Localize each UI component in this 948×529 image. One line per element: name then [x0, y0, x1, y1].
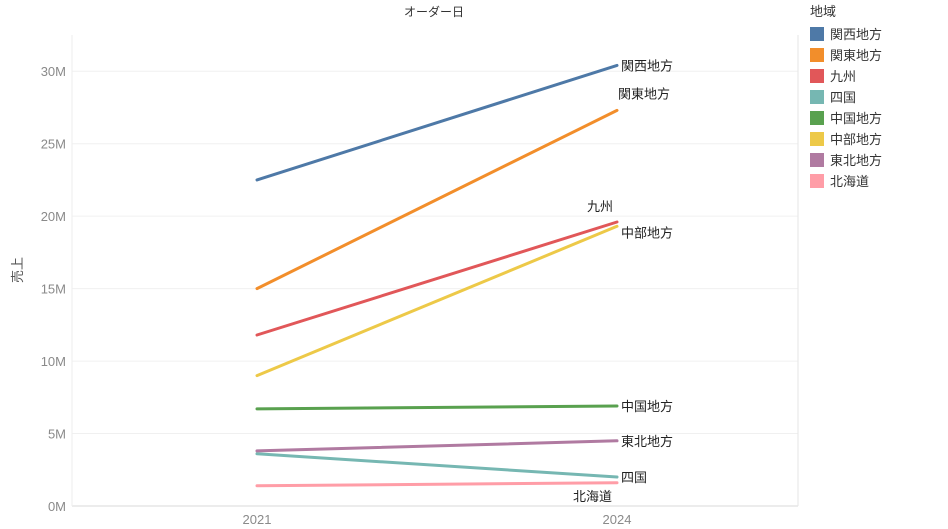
- series-end-label: 北海道: [573, 490, 612, 505]
- column-header-title: オーダー日: [404, 4, 464, 19]
- series-line: [255, 404, 619, 411]
- legend: 地域 関西地方関東地方九州四国中国地方中部地方東北地方北海道: [810, 3, 944, 191]
- legend-label: 関東地方: [830, 49, 883, 64]
- legend-swatch: [810, 47, 824, 62]
- x-tick-label: 2024: [603, 512, 632, 527]
- y-tick-label: 15M: [41, 282, 66, 297]
- series-end-label: 関東地方: [618, 86, 670, 102]
- series-line: [255, 220, 619, 337]
- x-axis-ticks: 2021 2024: [243, 512, 632, 527]
- series-line: [255, 224, 619, 378]
- legend-label: 中国地方: [830, 112, 883, 127]
- legend-label: 四国: [830, 91, 857, 106]
- legend-label: 中部地方: [830, 133, 883, 148]
- series-end-label: 四国: [621, 471, 647, 486]
- legend-swatch: [810, 110, 824, 125]
- series-line: [255, 439, 619, 453]
- series-end-label: 東北地方: [621, 434, 673, 450]
- y-tick-label: 5M: [48, 427, 66, 442]
- legend-item[interactable]: 関西地方: [810, 23, 944, 44]
- legend-item[interactable]: 中部地方: [810, 128, 944, 149]
- legend-label: 関西地方: [830, 28, 883, 43]
- x-tick-label: 2021: [243, 512, 272, 527]
- legend-item[interactable]: 関東地方: [810, 44, 944, 65]
- legend-item[interactable]: 九州: [810, 65, 944, 86]
- y-tick-label: 20M: [41, 209, 66, 224]
- legend-swatch: [810, 89, 824, 104]
- legend-item[interactable]: 中国地方: [810, 107, 944, 128]
- legend-label: 九州: [830, 70, 857, 85]
- y-axis-ticks: 0M 5M 10M 15M 20M 25M 30M: [41, 64, 66, 514]
- series-end-label: 中国地方: [621, 399, 673, 415]
- series-line: [255, 452, 619, 479]
- legend-title: 地域: [810, 5, 837, 20]
- series-end-label: 九州: [587, 200, 613, 215]
- legend-items: 関西地方関東地方九州四国中国地方中部地方東北地方北海道: [810, 23, 944, 191]
- y-axis-title: 売上: [10, 257, 26, 283]
- legend-label: 北海道: [830, 175, 870, 190]
- series-line: [255, 63, 619, 182]
- y-tick-label: 10M: [41, 354, 66, 369]
- legend-item[interactable]: 東北地方: [810, 149, 944, 170]
- series-lines: [255, 63, 619, 488]
- series-line: [255, 481, 619, 488]
- legend-swatch: [810, 131, 824, 146]
- legend-swatch: [810, 26, 824, 41]
- legend-swatch: [810, 68, 824, 83]
- legend-swatch: [810, 173, 824, 188]
- y-tick-label: 25M: [41, 137, 66, 152]
- legend-item[interactable]: 四国: [810, 86, 944, 107]
- gridlines: [72, 70, 798, 435]
- legend-swatch: [810, 152, 824, 167]
- y-tick-label: 0M: [48, 499, 66, 514]
- series-line: [255, 108, 619, 291]
- series-end-label: 中部地方: [621, 225, 673, 241]
- legend-label: 東北地方: [830, 154, 883, 169]
- y-tick-label: 30M: [41, 64, 66, 79]
- legend-item[interactable]: 北海道: [810, 170, 944, 191]
- series-end-label: 関西地方: [621, 58, 673, 74]
